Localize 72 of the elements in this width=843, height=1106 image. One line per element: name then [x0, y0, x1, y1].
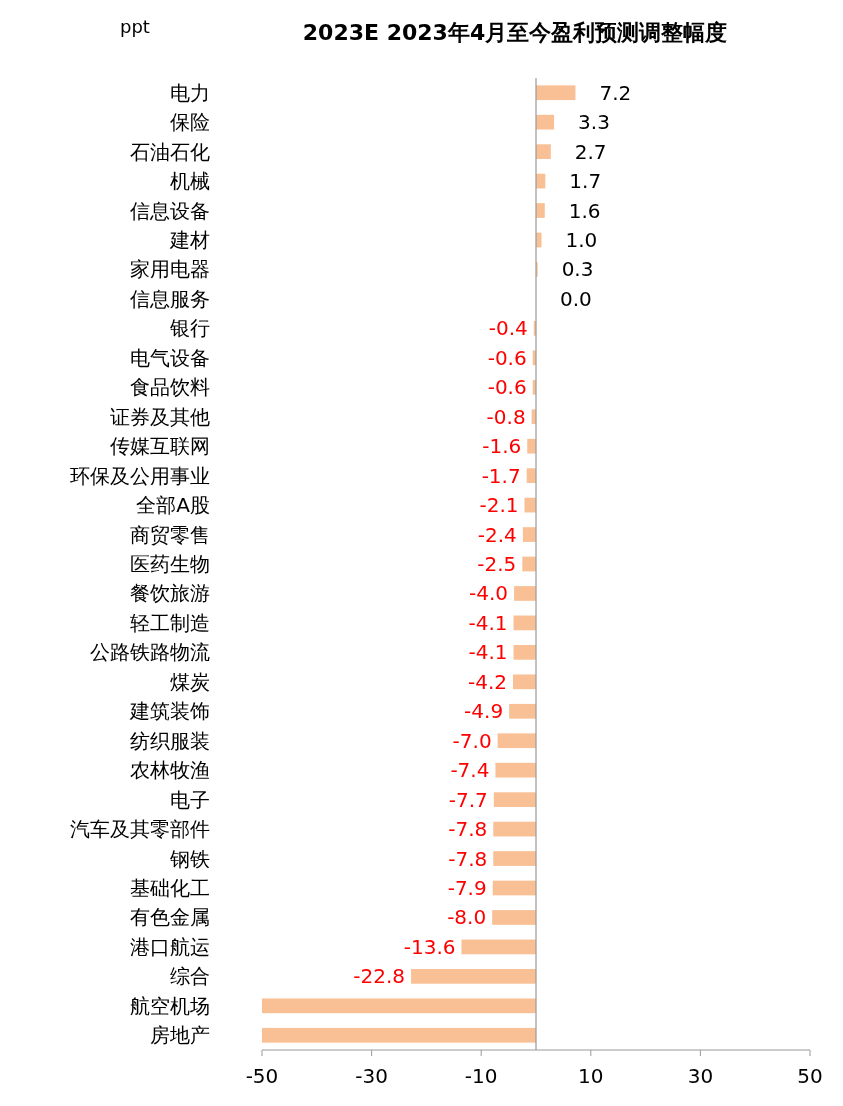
y-tick-label: 煤炭 [170, 669, 210, 694]
y-tick-label: 纺织服装 [130, 728, 210, 753]
data-label: -7.9 [447, 876, 487, 900]
data-label: -2.1 [479, 493, 519, 518]
x-tick-label: -50 [245, 1064, 279, 1088]
y-tick-label: 建筑装饰 [129, 699, 210, 724]
data-label: -7.4 [450, 758, 490, 783]
data-label: 0.0 [560, 286, 592, 311]
data-label: -7.8 [448, 846, 488, 871]
data-label: -4.9 [464, 699, 504, 724]
data-label: -7.8 [448, 817, 488, 842]
data-label: -7.7 [448, 787, 488, 812]
data-label: 1.0 [565, 228, 598, 252]
data-label: -4.0 [469, 581, 509, 606]
data-label: -8.0 [447, 905, 487, 930]
data-label: -2.4 [477, 522, 517, 547]
data-label: -0.4 [488, 316, 528, 341]
y-tick-label: 综合 [170, 964, 210, 989]
y-tick-label: 餐饮旅游 [130, 581, 210, 606]
data-label: -0.6 [487, 375, 527, 400]
data-label: -4.1 [468, 610, 508, 635]
x-tick-label: -30 [355, 1064, 388, 1088]
y-tick-label: 电气设备 [130, 345, 210, 370]
y-tick-label: 保险 [170, 110, 210, 135]
y-tick-label: 家用电器 [130, 257, 210, 282]
y-tick-label: 银行 [169, 316, 210, 341]
x-tick-label: -10 [464, 1064, 498, 1088]
data-label: -4.1 [468, 640, 508, 665]
y-tick-label: 电力 [170, 80, 210, 105]
data-label: -0.6 [487, 345, 527, 370]
y-tick-label: 轻工制造 [130, 610, 210, 635]
y-tick-label: 有色金属 [130, 905, 210, 930]
y-tick-label: 商贸零售 [130, 522, 210, 547]
data-label: -7.0 [452, 728, 492, 753]
y-tick-label: 钢铁 [169, 846, 210, 871]
x-tick-label: 10 [578, 1064, 604, 1088]
y-tick-label: 基础化工 [130, 876, 210, 900]
y-tick-label: 信息设备 [130, 198, 210, 223]
y-tick-label: 信息服务 [130, 286, 210, 311]
data-label: -0.8 [486, 404, 526, 429]
y-tick-label: 石油石化 [130, 139, 210, 164]
x-tick-label: 50 [797, 1064, 823, 1088]
data-label: 0.3 [561, 257, 594, 282]
data-label: 1.6 [568, 198, 601, 223]
x-tick-label: 30 [687, 1064, 714, 1088]
y-tick-label: 医药生物 [130, 552, 210, 576]
y-tick-label: 证券及其他 [110, 404, 210, 429]
y-tick-label: 汽车及其零部件 [70, 817, 210, 842]
y-tick-label: 建材 [169, 228, 210, 252]
y-tick-label: 食品饮料 [130, 375, 210, 400]
data-label: 1.7 [569, 169, 602, 194]
data-label: -4.2 [467, 669, 507, 694]
data-label: 7.2 [599, 80, 632, 105]
y-tick-label: 港口航运 [130, 934, 210, 959]
y-tick-label: 公路铁路物流 [90, 640, 210, 665]
data-label: -1.6 [482, 434, 522, 459]
y-tick-label: 房地产 [150, 1023, 210, 1048]
data-label: -1.7 [481, 463, 521, 488]
data-label: 2.7 [574, 139, 607, 164]
data-label: -2.5 [477, 552, 517, 576]
y-tick-label: 机械 [170, 169, 210, 194]
text: ppt [120, 16, 150, 37]
data-label: 3.3 [578, 110, 610, 135]
y-tick-label: 电子 [170, 787, 210, 812]
chart-title: 2023E 2023年4月至今盈利预测调整幅度 [302, 20, 728, 45]
data-label: -13.6 [403, 934, 456, 959]
y-tick-label: 航空机场 [130, 993, 210, 1018]
y-tick-label: 环保及公用事业 [70, 463, 210, 488]
data-label: -22.8 [353, 964, 406, 989]
y-tick-label: 全部A股 [136, 493, 210, 518]
y-tick-label: 农林牧渔 [130, 758, 210, 783]
y-tick-label: 传媒互联网 [110, 434, 210, 459]
